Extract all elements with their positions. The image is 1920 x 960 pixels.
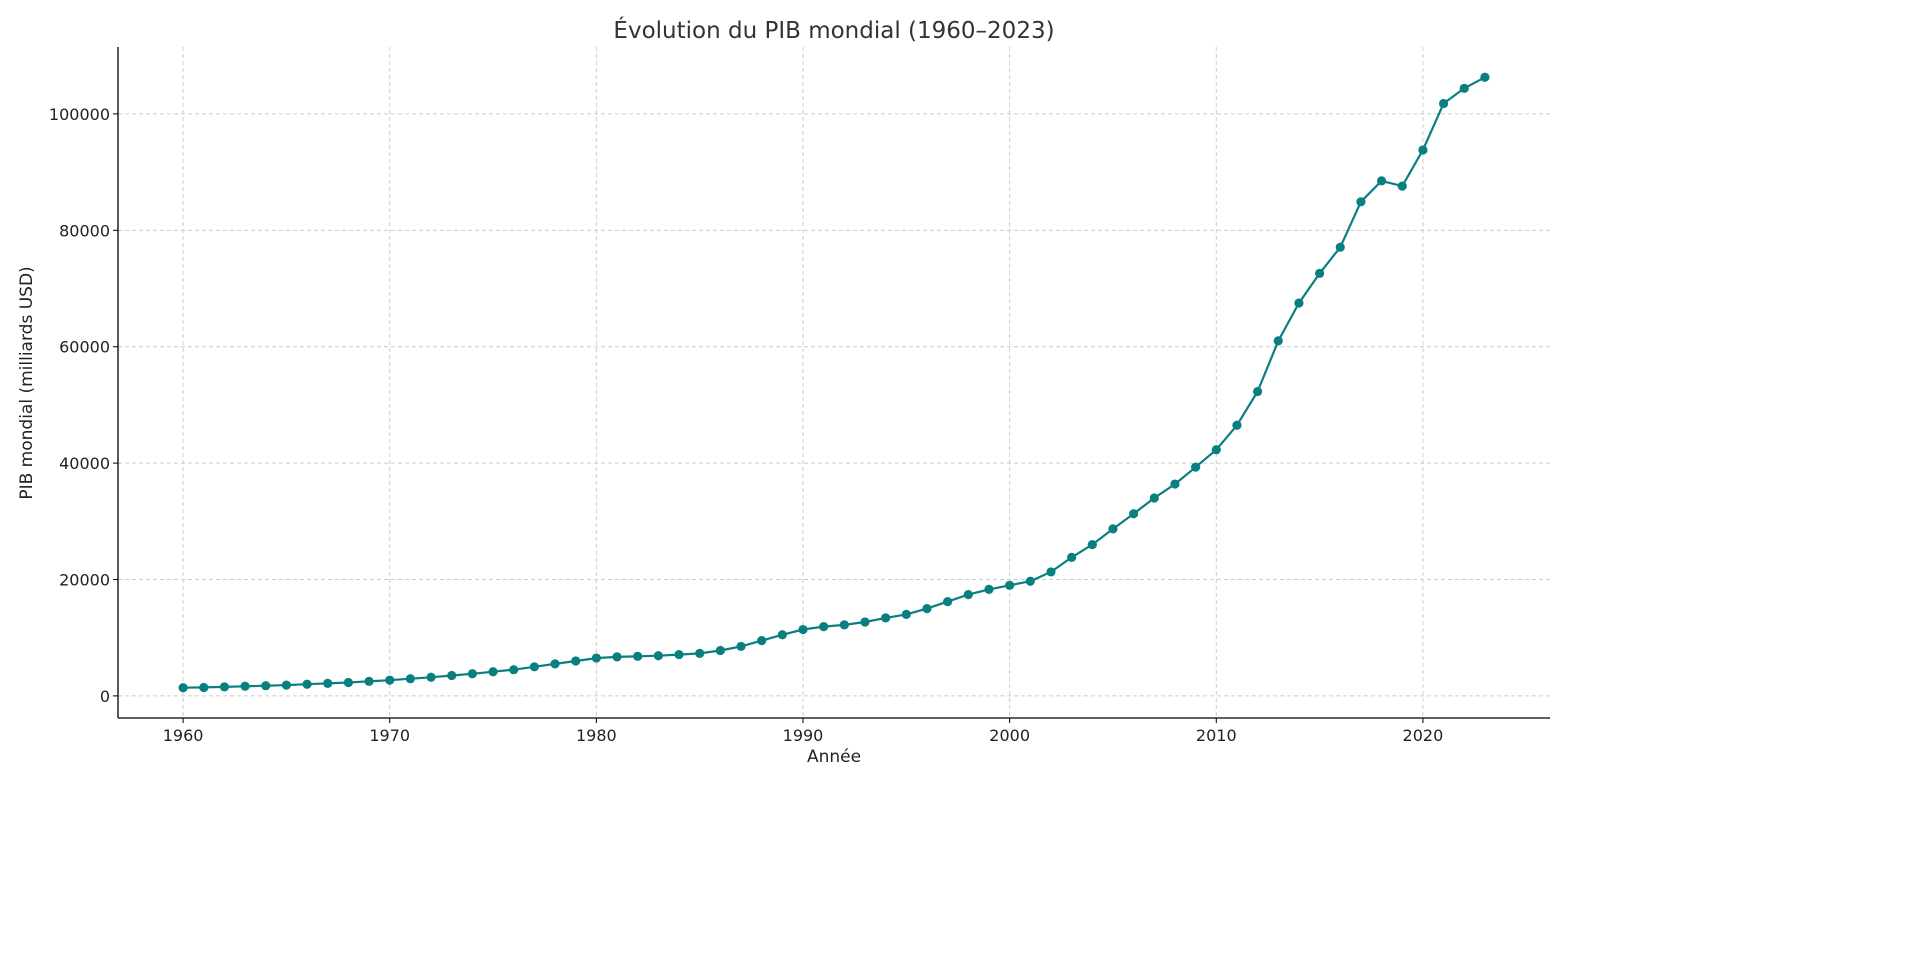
series-gdp bbox=[178, 72, 1490, 693]
data-point bbox=[777, 630, 787, 640]
data-point bbox=[881, 613, 891, 623]
data-point bbox=[302, 679, 312, 689]
data-point bbox=[736, 641, 746, 652]
data-point bbox=[1108, 524, 1118, 534]
y-tick-label: 60000 bbox=[59, 338, 110, 357]
data-point bbox=[901, 609, 911, 620]
data-point bbox=[467, 669, 477, 679]
data-point bbox=[1294, 298, 1304, 308]
data-point bbox=[323, 678, 333, 688]
data-point bbox=[1211, 445, 1221, 455]
x-tick-label: 1970 bbox=[369, 726, 410, 745]
data-point bbox=[819, 622, 829, 632]
data-point bbox=[1480, 72, 1490, 82]
data-point bbox=[839, 620, 849, 630]
data-point bbox=[695, 648, 705, 659]
grid-lines bbox=[118, 47, 1550, 718]
data-point bbox=[281, 680, 292, 690]
data-point bbox=[219, 682, 230, 692]
chart-container: Évolution du PIB mondial (1960–2023) 196… bbox=[17, 16, 1550, 767]
series-line bbox=[183, 76, 1486, 689]
data-point bbox=[757, 635, 767, 646]
data-point bbox=[1459, 83, 1469, 93]
data-point bbox=[343, 677, 354, 688]
y-tick-label: 20000 bbox=[59, 570, 110, 589]
y-tick-label: 0 bbox=[100, 687, 110, 706]
data-point bbox=[1087, 539, 1097, 550]
data-point bbox=[633, 651, 643, 661]
data-point bbox=[240, 681, 250, 691]
y-tick-label: 80000 bbox=[59, 221, 110, 240]
data-point bbox=[426, 672, 436, 682]
data-point bbox=[1376, 176, 1387, 186]
data-point bbox=[612, 652, 622, 662]
data-point bbox=[178, 683, 188, 693]
y-tick-label: 40000 bbox=[59, 454, 110, 473]
axis-ticks: 1960 1970 1980 1990 2000 2010 2020 0 20000 40000 6… bbox=[49, 105, 1443, 745]
data-point bbox=[529, 662, 539, 672]
data-point bbox=[943, 597, 953, 607]
data-point bbox=[1025, 576, 1035, 586]
data-point bbox=[984, 584, 994, 594]
data-point bbox=[1356, 197, 1366, 207]
chart-title: Évolution du PIB mondial (1960–2023) bbox=[613, 16, 1054, 44]
data-point bbox=[1438, 98, 1449, 109]
x-tick-label: 2010 bbox=[1196, 726, 1237, 745]
x-tick-label: 1980 bbox=[576, 726, 617, 745]
data-point bbox=[1314, 268, 1325, 278]
data-point bbox=[591, 653, 601, 663]
x-tick-label: 2000 bbox=[989, 726, 1030, 745]
data-point bbox=[798, 624, 808, 635]
data-point bbox=[1046, 567, 1056, 577]
data-point bbox=[1170, 479, 1180, 489]
data-point bbox=[1129, 509, 1139, 519]
axes bbox=[117, 47, 1550, 719]
data-point bbox=[674, 649, 684, 660]
data-point bbox=[1273, 336, 1283, 346]
data-point bbox=[385, 675, 395, 685]
data-point bbox=[715, 645, 725, 656]
x-tick-label: 1960 bbox=[163, 726, 204, 745]
data-point bbox=[509, 665, 519, 675]
data-point bbox=[653, 651, 663, 661]
data-point bbox=[1232, 420, 1242, 430]
data-point bbox=[1397, 181, 1407, 191]
data-point bbox=[1335, 242, 1345, 252]
data-point bbox=[447, 670, 457, 681]
data-point bbox=[550, 659, 560, 669]
data-point bbox=[1005, 580, 1015, 590]
data-point bbox=[1418, 145, 1428, 155]
data-point bbox=[405, 674, 415, 684]
data-point bbox=[1253, 386, 1263, 397]
x-axis-label: Année bbox=[807, 747, 861, 767]
y-axis-label: PIB mondial (milliards USD) bbox=[17, 266, 37, 499]
data-point bbox=[1149, 493, 1159, 503]
data-point bbox=[922, 603, 932, 614]
data-point bbox=[571, 656, 581, 666]
data-point bbox=[860, 617, 870, 627]
data-point bbox=[261, 681, 271, 691]
x-tick-label: 2020 bbox=[1403, 726, 1444, 745]
line-chart: Évolution du PIB mondial (1960–2023) 196… bbox=[17, 16, 1550, 767]
data-point bbox=[199, 682, 209, 693]
data-point bbox=[963, 590, 973, 600]
y-tick-label: 100000 bbox=[49, 105, 110, 124]
data-point bbox=[1191, 462, 1201, 472]
data-point bbox=[364, 676, 374, 686]
data-point bbox=[488, 667, 498, 677]
x-tick-label: 1990 bbox=[783, 726, 824, 745]
data-point bbox=[1067, 552, 1077, 562]
